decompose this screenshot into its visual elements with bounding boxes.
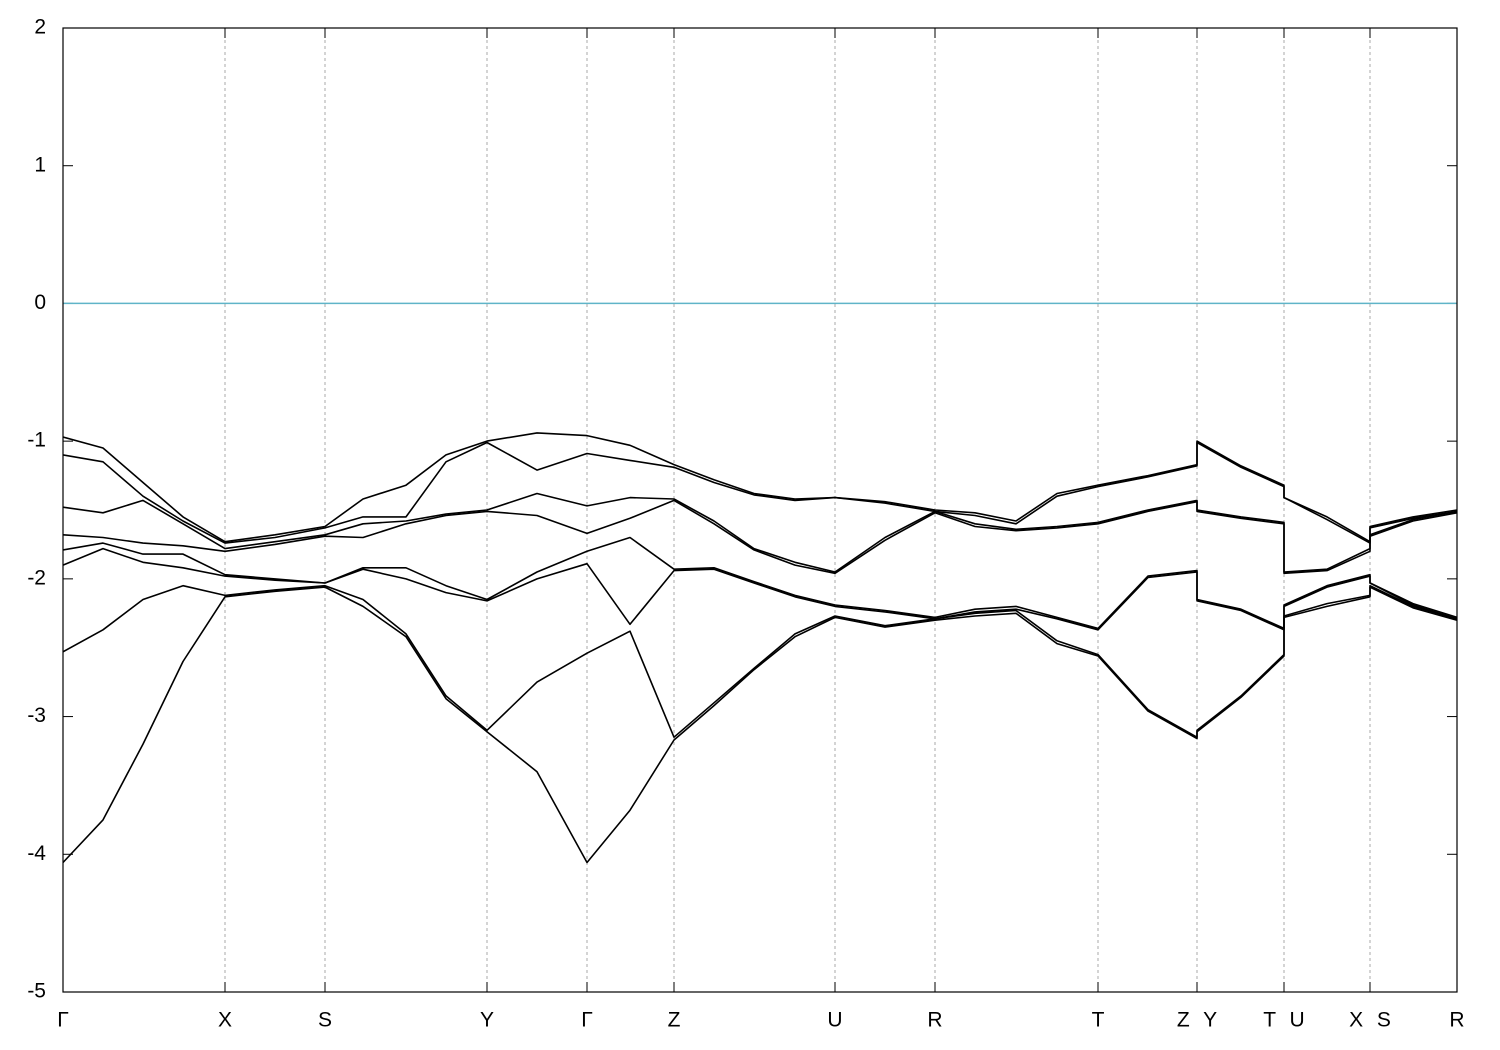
x-tick-label: X — [218, 1009, 232, 1032]
x-tick-label: R — [1449, 1009, 1464, 1032]
band-line — [63, 492, 1457, 573]
x-tick-label: T U — [1263, 1009, 1304, 1032]
x-tick-label: R — [927, 1009, 942, 1032]
x-tick-label: U — [827, 1009, 842, 1032]
y-tick-label: 1 — [34, 153, 46, 176]
x-tick-label: X S — [1349, 1009, 1391, 1032]
y-tick-label: 0 — [34, 291, 46, 314]
band-line — [63, 547, 1457, 631]
y-tick-label: -2 — [27, 566, 46, 589]
x-tick-label: S — [318, 1009, 332, 1032]
x-tick-label: Γ — [581, 1009, 593, 1032]
plot-frame — [62, 27, 1458, 993]
y-tick-label: -5 — [27, 980, 46, 1003]
x-tick-label: Y — [480, 1009, 494, 1032]
x-tick-label: Z — [668, 1009, 681, 1032]
y-tick-label: -1 — [27, 429, 46, 452]
band-line — [63, 586, 1457, 864]
band-line — [63, 584, 1457, 738]
y-tick-label: -3 — [27, 704, 46, 727]
x-tick-label: Z Y — [1177, 1009, 1217, 1032]
x-tick-label: T — [1092, 1009, 1105, 1032]
band-line — [63, 441, 1457, 544]
y-tick-label: 2 — [34, 16, 46, 39]
y-tick-label: -4 — [27, 842, 46, 865]
x-tick-label: Γ — [57, 1009, 69, 1032]
band-line — [63, 432, 1457, 543]
band-line — [63, 499, 1457, 575]
